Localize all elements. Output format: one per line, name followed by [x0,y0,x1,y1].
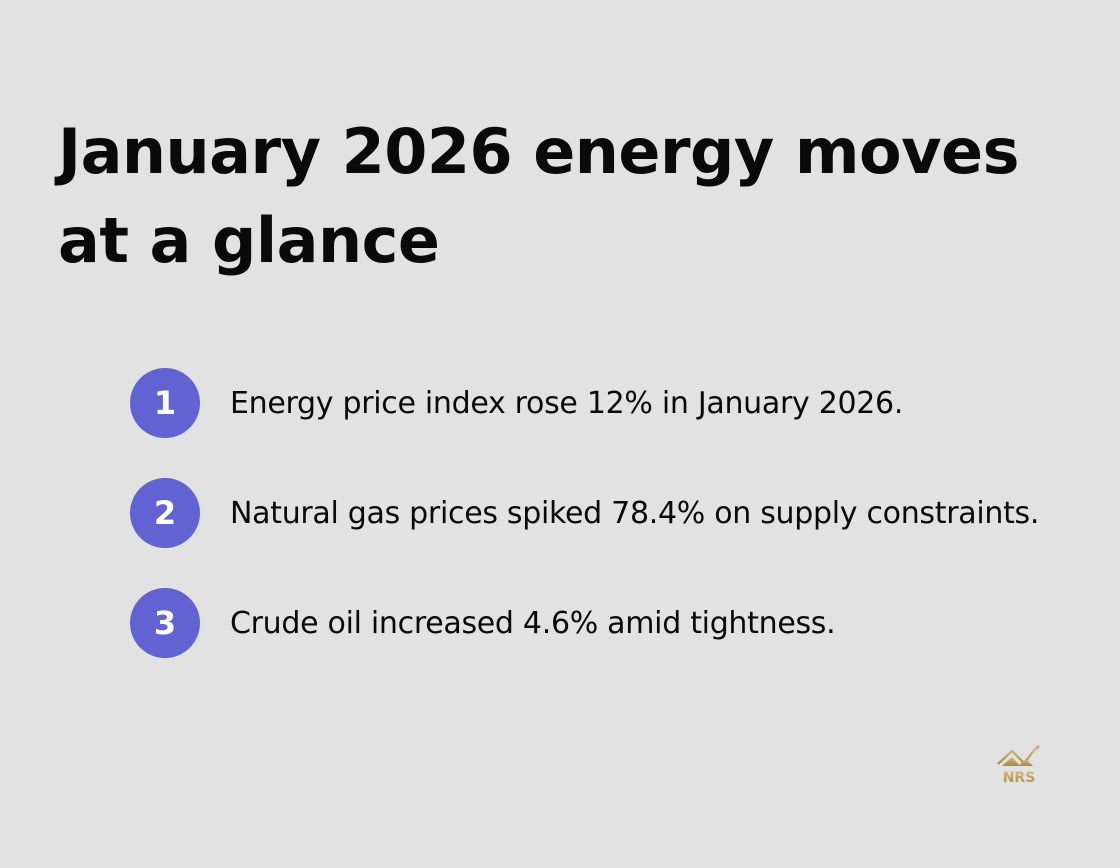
nrs-logo-icon: NRS [997,745,1040,786]
item-text: Energy price index rose 12% in January 2… [230,385,904,421]
list-item: 3 Crude oil increased 4.6% amid tightnes… [130,588,836,658]
svg-text:NRS: NRS [1003,770,1036,786]
item-text: Crude oil increased 4.6% amid tightness. [230,605,836,641]
number-badge: 1 [130,368,200,438]
number-badge: 2 [130,478,200,548]
number-badge: 3 [130,588,200,658]
list-item: 1 Energy price index rose 12% in January… [130,368,903,438]
list-item: 2 Natural gas prices spiked 78.4% on sup… [130,478,1039,548]
item-text: Natural gas prices spiked 78.4% on suppl… [230,495,1040,531]
page-title: January 2026 energy moves at a glance [58,115,1020,277]
